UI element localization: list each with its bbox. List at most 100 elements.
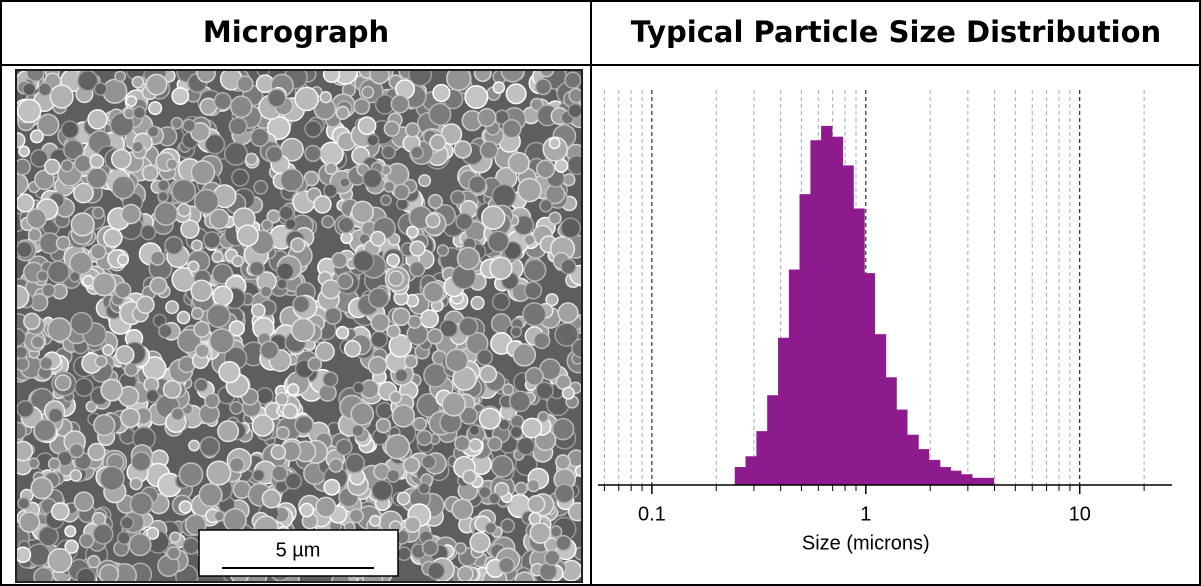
particle <box>422 281 445 303</box>
particle <box>171 178 197 204</box>
particle <box>190 307 204 320</box>
particle <box>165 158 179 171</box>
particle <box>419 309 440 329</box>
particle <box>169 531 181 544</box>
particle <box>91 206 105 220</box>
particle <box>30 335 45 350</box>
particle <box>335 105 350 120</box>
particle <box>275 426 290 441</box>
particle <box>140 224 157 241</box>
particle <box>544 549 561 566</box>
particle <box>348 508 364 524</box>
particle <box>286 383 300 396</box>
particle <box>527 495 546 514</box>
particle <box>248 260 265 277</box>
bar <box>778 337 790 485</box>
particle <box>380 194 392 207</box>
particle <box>87 109 108 130</box>
particle <box>446 70 472 92</box>
particle <box>16 158 31 176</box>
particle <box>33 566 54 582</box>
particle <box>526 478 541 493</box>
particle <box>337 216 355 234</box>
particle <box>85 400 98 413</box>
particle <box>421 539 439 557</box>
particle <box>304 119 323 138</box>
particle <box>111 175 136 200</box>
particle <box>116 253 130 266</box>
particle <box>534 78 552 96</box>
particle <box>259 340 280 361</box>
particle <box>323 183 338 199</box>
particle <box>564 71 582 89</box>
particle <box>369 70 390 85</box>
particle <box>36 269 49 283</box>
particle <box>453 140 472 159</box>
particle <box>131 75 145 89</box>
particle <box>47 548 73 574</box>
particle <box>479 365 498 384</box>
particle <box>459 406 479 425</box>
particle <box>436 244 450 257</box>
particle <box>404 122 421 138</box>
particle <box>129 477 143 491</box>
particle <box>455 212 474 231</box>
particle <box>188 439 201 452</box>
particle <box>522 302 547 327</box>
particle <box>69 270 81 283</box>
particle <box>369 514 382 527</box>
particle <box>396 491 411 506</box>
particle <box>170 407 185 422</box>
bar <box>950 470 962 485</box>
particle <box>532 331 551 350</box>
particle <box>206 460 232 486</box>
particle <box>451 498 474 521</box>
particle <box>162 379 182 399</box>
particle <box>54 374 72 392</box>
particle <box>383 120 401 137</box>
particle <box>86 167 109 189</box>
particle <box>182 536 200 555</box>
particle <box>548 211 562 225</box>
particle <box>391 404 416 428</box>
particle <box>94 354 108 368</box>
particle <box>228 320 245 337</box>
particle <box>16 173 29 196</box>
particle <box>484 521 498 535</box>
particle <box>351 423 365 438</box>
bar <box>853 208 865 485</box>
particle <box>370 312 390 333</box>
bar <box>939 467 951 485</box>
particle <box>39 356 54 371</box>
particle <box>68 442 85 459</box>
particle <box>294 415 314 435</box>
particle <box>409 145 424 160</box>
particle <box>64 525 77 538</box>
particle <box>253 179 269 195</box>
particle <box>457 565 474 582</box>
particle <box>480 205 506 230</box>
particle <box>49 84 74 109</box>
particle <box>41 283 56 298</box>
particle <box>427 561 446 581</box>
particle <box>548 137 561 150</box>
particle <box>441 392 467 417</box>
chart: 0.1 1 10 Size (microns) <box>598 90 1172 554</box>
micrograph-frame <box>15 69 583 583</box>
particle <box>271 465 289 482</box>
particle <box>279 168 304 193</box>
particle <box>180 219 200 239</box>
particle <box>37 525 59 547</box>
particle <box>171 87 190 105</box>
particle <box>16 193 35 213</box>
particle <box>259 285 273 298</box>
particle <box>408 260 426 278</box>
particle <box>123 362 139 377</box>
micrograph <box>16 70 582 582</box>
particle <box>554 483 575 504</box>
particle <box>190 279 213 302</box>
particle <box>507 151 530 175</box>
particle <box>55 235 71 251</box>
